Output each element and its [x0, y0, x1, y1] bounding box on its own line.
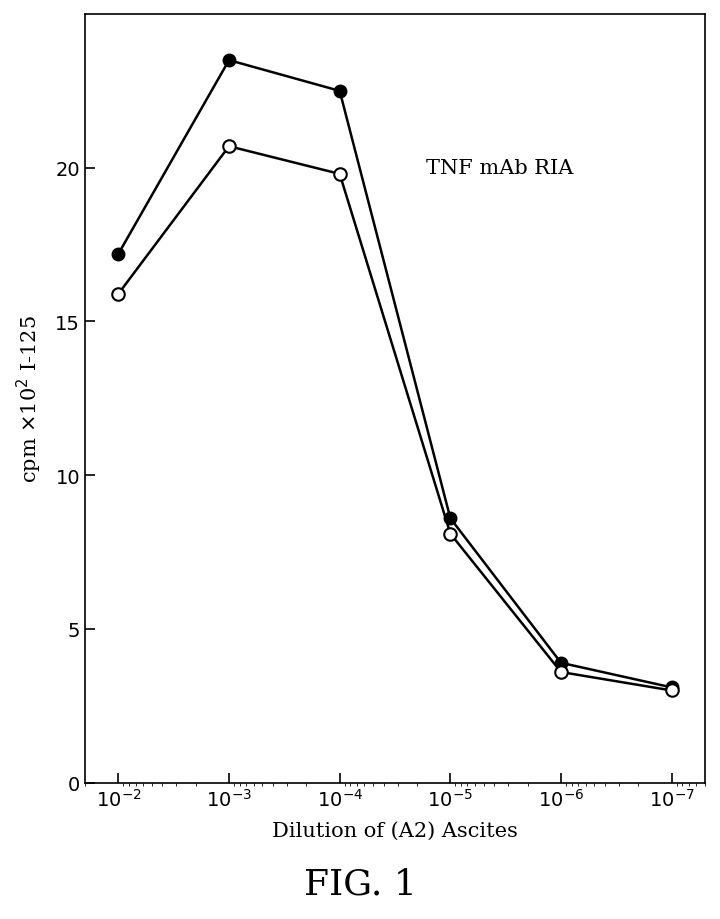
Y-axis label: cpm $\times$10$^2$ I-125: cpm $\times$10$^2$ I-125 [15, 315, 44, 482]
X-axis label: Dilution of (A2) Ascites: Dilution of (A2) Ascites [272, 821, 518, 840]
Text: FIG. 1: FIG. 1 [304, 867, 416, 901]
Text: TNF mAb RIA: TNF mAb RIA [426, 159, 573, 178]
